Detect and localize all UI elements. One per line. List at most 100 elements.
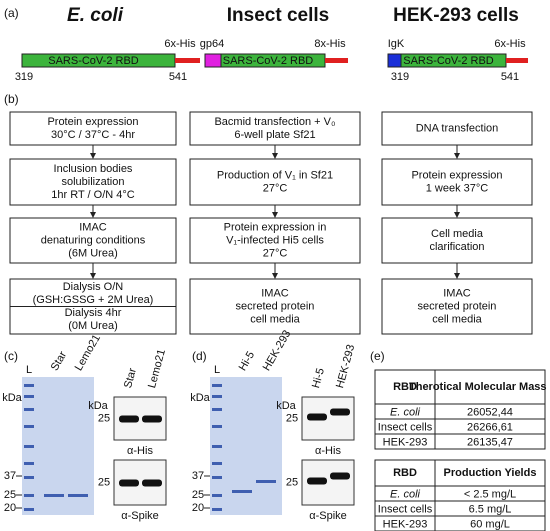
step-text: 27°C bbox=[263, 247, 288, 259]
row-cell: E. coli bbox=[390, 488, 421, 500]
row-cell: Insect cells bbox=[378, 421, 433, 433]
marker-label: 25 bbox=[4, 489, 16, 501]
step-box bbox=[189, 158, 361, 206]
step-text: Protein expression bbox=[47, 116, 138, 128]
ladder-band bbox=[212, 508, 222, 511]
panel-label: (e) bbox=[370, 349, 385, 363]
step-text: IMAC bbox=[261, 287, 289, 299]
ladder-band bbox=[212, 395, 222, 398]
panel-label: (b) bbox=[4, 92, 19, 106]
row-cell: HEK-293 bbox=[383, 436, 428, 448]
marker-label: 25 bbox=[98, 476, 110, 488]
step-text: Production of V₁ in Sf21 bbox=[217, 169, 333, 181]
panel-label: (a) bbox=[4, 6, 19, 20]
step-text: 27°C bbox=[263, 182, 288, 194]
step-box bbox=[381, 217, 533, 264]
marker-label: 25 bbox=[286, 476, 298, 488]
ladder-band bbox=[212, 408, 222, 411]
ladder-band bbox=[24, 445, 34, 448]
step-text: 1hr RT / O/N 4°C bbox=[51, 189, 135, 201]
row-cell: 26266,61 bbox=[467, 421, 513, 433]
antibody-label: α-His bbox=[127, 445, 153, 457]
step-box bbox=[189, 111, 361, 146]
step-box bbox=[381, 111, 533, 146]
ladder-band bbox=[24, 425, 34, 428]
blot-band bbox=[142, 415, 162, 423]
lane-label: HEK-293 bbox=[334, 343, 357, 389]
step-text: cell media bbox=[432, 313, 482, 325]
table-row bbox=[374, 515, 546, 531]
step-text: (6M Urea) bbox=[68, 247, 118, 259]
step-text: (GSH:GSSG + 2M Urea) bbox=[33, 294, 154, 306]
row-cell: 26052,44 bbox=[467, 406, 513, 418]
row-cell: 6.5 mg/L bbox=[469, 503, 512, 515]
marker-label: 20 bbox=[4, 502, 16, 514]
unit-label: kDa bbox=[276, 400, 296, 412]
step-text: Dialysis 4hr bbox=[65, 307, 122, 319]
step-text: (0M Urea) bbox=[68, 320, 118, 332]
domain-label: SARS-CoV-2 RBD bbox=[223, 55, 314, 67]
sample-band bbox=[44, 494, 64, 497]
header-cell: Production Yields bbox=[444, 467, 537, 479]
domain-label: SARS-CoV-2 RBD bbox=[48, 55, 139, 67]
panel-label: (c) bbox=[4, 349, 18, 363]
marker-label: 37 bbox=[192, 470, 204, 482]
domain-label: SARS-CoV-2 RBD bbox=[403, 55, 494, 67]
panel-label: (d) bbox=[192, 349, 207, 363]
his-tag bbox=[506, 58, 528, 63]
ladder-band bbox=[212, 445, 222, 448]
step-box bbox=[189, 217, 361, 264]
lane-label: HEK-293 bbox=[261, 328, 294, 373]
step-text: Protein expression in bbox=[224, 221, 327, 233]
step-text: cell media bbox=[250, 313, 300, 325]
his-tag bbox=[175, 58, 200, 63]
lane-label: Hi-5 bbox=[310, 367, 327, 390]
step-box bbox=[9, 217, 177, 264]
row-cell: 26135,47 bbox=[467, 436, 513, 448]
table-header bbox=[374, 459, 546, 487]
signal-peptide bbox=[204, 53, 222, 68]
residue-label: 541 bbox=[169, 71, 187, 83]
tag-label: 6x-His bbox=[164, 38, 196, 50]
lane-label: L bbox=[214, 364, 220, 376]
host-title: Insect cells bbox=[227, 5, 329, 26]
marker-label: 25 bbox=[98, 412, 110, 424]
ladder-band bbox=[24, 395, 34, 398]
arrow-head bbox=[272, 273, 278, 279]
step-text: 1 week 37°C bbox=[426, 182, 489, 194]
blot-band bbox=[119, 415, 139, 423]
step-box bbox=[9, 158, 177, 206]
ladder-band bbox=[24, 476, 34, 479]
row-cell: 60 mg/L bbox=[470, 518, 510, 530]
ladder-band bbox=[24, 462, 34, 465]
signal-peptide bbox=[387, 53, 402, 68]
step-box bbox=[9, 111, 177, 146]
unit-label: kDa bbox=[2, 392, 22, 404]
blot-band bbox=[142, 479, 162, 487]
step-text: clarification bbox=[429, 241, 484, 253]
step-text: secreted protein bbox=[236, 300, 315, 312]
step-text: secreted protein bbox=[418, 300, 497, 312]
row-cell: HEK-293 bbox=[383, 518, 428, 530]
host-title: HEK-293 cells bbox=[393, 5, 519, 26]
row-cell: E. coli bbox=[390, 406, 421, 418]
step-text: DNA transfection bbox=[416, 122, 499, 134]
blot-band bbox=[330, 408, 350, 416]
step-text: Inclusion bodies bbox=[54, 163, 133, 175]
step-text: IMAC bbox=[79, 221, 107, 233]
ladder-band bbox=[212, 462, 222, 465]
step-text: V₁-infected Hi5 cells bbox=[226, 234, 324, 246]
tag-label: gp64 bbox=[200, 38, 224, 50]
lane-label: Lemo21 bbox=[73, 333, 103, 373]
his-tag bbox=[325, 58, 348, 63]
ladder-band bbox=[212, 476, 222, 479]
lane-label: L bbox=[26, 364, 32, 376]
arrow-head bbox=[454, 273, 460, 279]
step-box bbox=[189, 278, 361, 335]
unit-label: kDa bbox=[190, 392, 210, 404]
tag-label: 6x-His bbox=[494, 38, 526, 50]
ladder-band bbox=[24, 494, 34, 497]
blot-band bbox=[307, 413, 327, 421]
step-text: denaturing conditions bbox=[41, 234, 146, 246]
blot-band bbox=[119, 479, 139, 487]
